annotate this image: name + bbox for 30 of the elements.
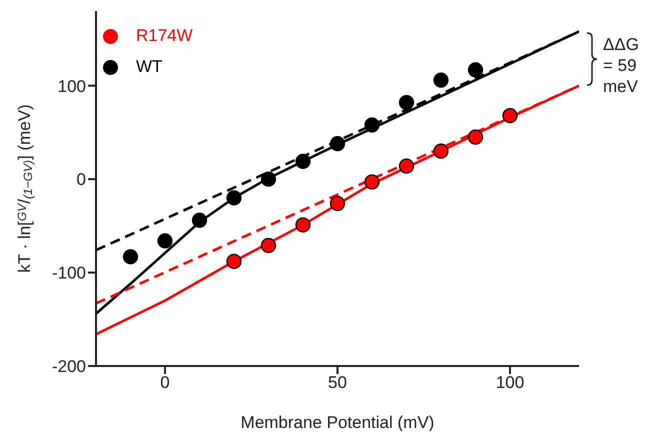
point — [468, 62, 484, 78]
point — [295, 217, 311, 233]
point — [398, 94, 414, 110]
point — [192, 212, 208, 228]
point — [157, 233, 173, 248]
point — [502, 108, 518, 124]
point — [330, 136, 346, 152]
point — [364, 174, 380, 190]
legend-label: R174W — [136, 26, 193, 45]
text: ΔΔG = 59 meV — [603, 34, 640, 97]
y-tick-label: -200 — [52, 357, 86, 376]
y-tick-label: -100 — [52, 264, 86, 283]
legend-label: WT — [136, 57, 162, 76]
point — [226, 190, 242, 206]
x-tick-label: 0 — [160, 373, 170, 392]
point — [433, 72, 449, 88]
point — [364, 117, 380, 133]
point — [295, 154, 311, 170]
y-tick-label: 0 — [76, 170, 86, 190]
x-tick-label: 50 — [328, 373, 347, 392]
point — [226, 254, 242, 269]
point — [468, 130, 484, 145]
x-tick-label: 100 — [496, 373, 524, 392]
point — [433, 144, 449, 159]
y-tick-label: 100 — [58, 76, 86, 96]
point — [260, 238, 276, 254]
point — [122, 249, 138, 264]
point — [398, 158, 414, 174]
point — [330, 196, 346, 212]
point — [260, 172, 276, 187]
